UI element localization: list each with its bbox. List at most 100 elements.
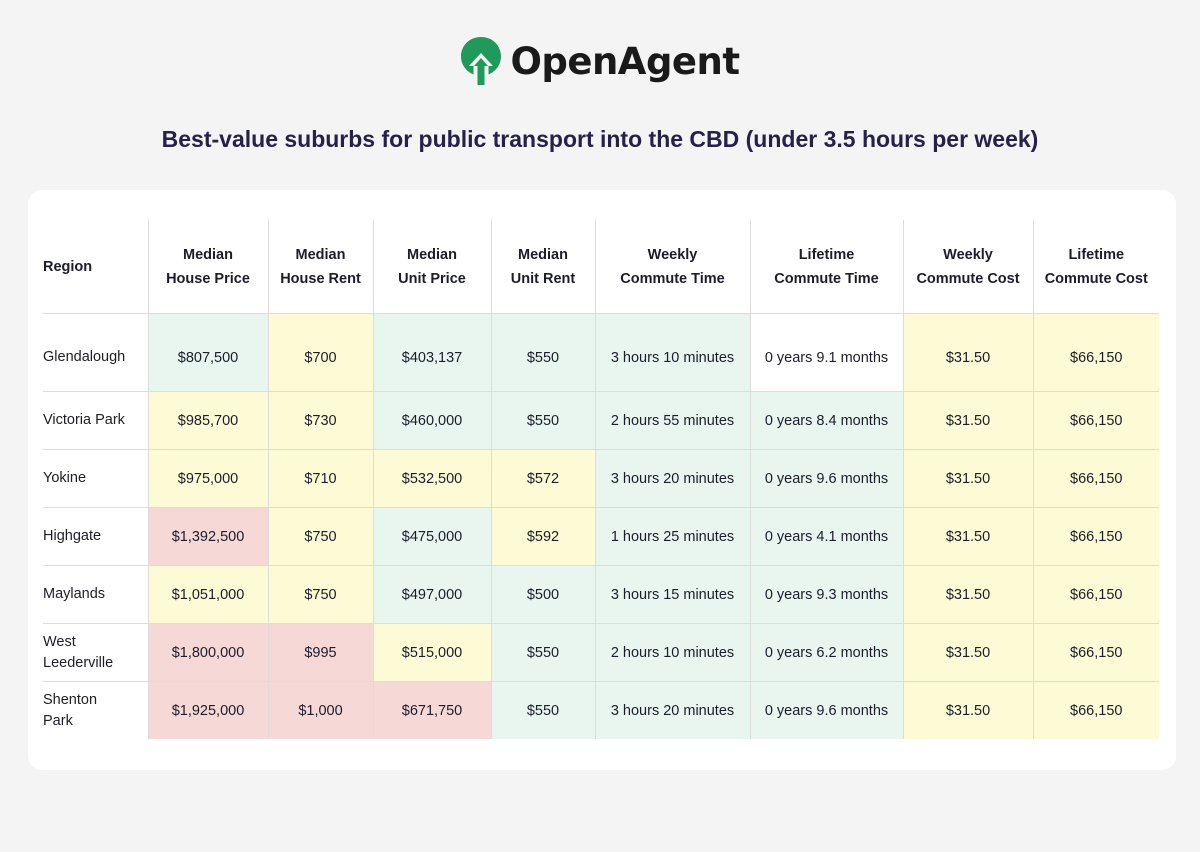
header-line: House Price <box>166 270 250 287</box>
lifetime-commute-cost-cell: $66,150 <box>1032 623 1159 682</box>
median-house-rent-cell: $1,000 <box>267 681 373 739</box>
header-line: Commute Cost <box>1044 270 1148 287</box>
header-line: Weekly <box>647 246 698 263</box>
weekly-commute-time-cell: 1 hours 25 minutes <box>594 507 750 566</box>
lifetime-commute-time-cell: 0 years 9.1 months <box>749 313 903 392</box>
weekly-commute-cost-cell: $31.50 <box>902 623 1033 682</box>
lifetime-commute-cost-cell: $66,150 <box>1032 565 1159 624</box>
region-name: Leederville <box>43 654 114 671</box>
header-median-house-rent: Median House Rent <box>267 220 373 314</box>
weekly-commute-cost-cell: $31.50 <box>902 391 1033 450</box>
weekly-commute-cost-cell: $31.50 <box>902 449 1033 508</box>
median-house-rent-cell: $710 <box>267 449 373 508</box>
region-cell: Highgate <box>43 507 148 566</box>
median-house-price-cell: $1,925,000 <box>147 681 268 739</box>
region-name: Highgate <box>43 528 102 544</box>
region-cell: Yokine <box>43 449 148 508</box>
lifetime-commute-cost-cell: $66,150 <box>1032 681 1159 739</box>
header-region: Region <box>43 220 148 314</box>
header-line: Lifetime <box>1068 246 1125 263</box>
page-title: Best-value suburbs for public transport … <box>161 126 1039 152</box>
header-line: Region <box>43 258 93 275</box>
median-unit-price-cell: $403,137 <box>372 313 491 392</box>
brand-name: OpenAgent <box>510 39 740 83</box>
median-unit-rent-cell: $550 <box>490 623 595 682</box>
header-row: Region Median House Price Median House Rent M… <box>43 220 1159 314</box>
weekly-commute-time-cell: 2 hours 10 minutes <box>594 623 750 682</box>
lifetime-commute-cost-cell: $66,150 <box>1032 507 1159 566</box>
median-house-price-cell: $1,051,000 <box>147 565 268 624</box>
table-row: Maylands $1,051,000 $750 $497,000 $500 3 hour… <box>43 565 1159 624</box>
header-lifetime-commute-cost: Lifetime Commute Cost <box>1032 220 1159 314</box>
region-name: West <box>43 633 76 650</box>
median-house-price-cell: $1,392,500 <box>147 507 268 566</box>
header-line: Median <box>295 246 346 263</box>
median-house-price-cell: $807,500 <box>147 313 268 392</box>
weekly-commute-cost-cell: $31.50 <box>902 565 1033 624</box>
header-line: Unit Price <box>398 270 466 287</box>
header-line: Median <box>407 246 457 263</box>
median-unit-rent-cell: $592 <box>490 507 595 566</box>
header-line: Commute Cost <box>916 270 1020 287</box>
header-line: Unit Rent <box>510 270 576 287</box>
lifetime-commute-time-cell: 0 years 9.6 months <box>749 449 903 508</box>
weekly-commute-cost-cell: $31.50 <box>902 507 1033 566</box>
region-name: Shenton <box>43 691 98 708</box>
weekly-commute-time-cell: 3 hours 10 minutes <box>594 313 750 392</box>
table-row: Highgate $1,392,500 $750 $475,000 $592 1 hour… <box>43 507 1159 566</box>
region-name: Maylands <box>43 586 106 602</box>
region-cell: Shenton Park <box>43 682 148 740</box>
lifetime-commute-time-cell: 0 years 9.6 months <box>749 681 903 739</box>
table-row: Victoria Park $985,700 $730 $460,000 $550 2 h… <box>43 391 1159 450</box>
header-median-house-price: Median House Price <box>147 220 268 314</box>
region-name: Victoria Park <box>43 412 125 428</box>
weekly-commute-time-cell: 2 hours 55 minutes <box>594 391 750 450</box>
suburbs-table: Region Median House Price Median House Rent M… <box>43 220 1159 739</box>
median-unit-price-cell: $532,500 <box>372 449 491 508</box>
lifetime-commute-time-cell: 0 years 4.1 months <box>749 507 903 566</box>
lifetime-commute-cost-cell: $66,150 <box>1032 313 1159 392</box>
median-unit-price-cell: $475,000 <box>372 507 491 566</box>
median-house-rent-cell: $730 <box>267 391 373 450</box>
weekly-commute-time-cell: 3 hours 20 minutes <box>594 681 750 739</box>
median-unit-rent-cell: $550 <box>490 391 595 450</box>
median-unit-price-cell: $460,000 <box>372 391 491 450</box>
region-cell: Maylands <box>43 565 148 624</box>
header-line: Commute Time <box>620 270 725 287</box>
weekly-commute-time-cell: 3 hours 20 minutes <box>594 449 750 508</box>
median-house-rent-cell: $750 <box>267 565 373 624</box>
lifetime-commute-cost-cell: $66,150 <box>1032 391 1159 450</box>
table-row: Yokine $975,000 $710 $532,500 $572 3 hours 20… <box>43 449 1159 508</box>
table-card: Region Median House Price Median House Rent M… <box>28 190 1176 770</box>
table-row: Shenton Park $1,925,000 $1,000 $671,750 $550 3… <box>43 681 1159 740</box>
weekly-commute-cost-cell: $31.50 <box>902 681 1033 739</box>
table-row: West Leederville $1,800,000 $995 $515,000 $55… <box>43 623 1159 682</box>
lifetime-commute-time-cell: 0 years 9.3 months <box>749 565 903 624</box>
region-name: Yokine <box>43 470 87 486</box>
median-unit-price-cell: $497,000 <box>372 565 491 624</box>
weekly-commute-cost-cell: $31.50 <box>902 313 1033 392</box>
median-unit-price-cell: $671,750 <box>372 681 491 739</box>
region-cell: Glendalough <box>43 313 148 392</box>
median-house-price-cell: $975,000 <box>147 449 268 508</box>
header-line: Commute Time <box>774 270 879 287</box>
median-unit-rent-cell: $550 <box>490 681 595 739</box>
median-house-rent-cell: $750 <box>267 507 373 566</box>
header-weekly-commute-cost: Weekly Commute Cost <box>902 220 1033 314</box>
header-lifetime-commute-time: Lifetime Commute Time <box>749 220 903 314</box>
median-house-rent-cell: $995 <box>267 623 373 682</box>
median-unit-rent-cell: $572 <box>490 449 595 508</box>
header-line: Weekly <box>943 246 993 263</box>
header-line: Median <box>183 246 233 263</box>
header-line: Lifetime <box>798 246 855 263</box>
median-house-rent-cell: $700 <box>267 313 373 392</box>
region-cell: Victoria Park <box>43 391 148 450</box>
house-pin-icon <box>461 37 502 85</box>
header-line: Median <box>518 246 568 263</box>
lifetime-commute-cost-cell: $66,150 <box>1032 449 1159 508</box>
table-body: Glendalough $807,500 $700 $403,137 $550 3 hou… <box>43 313 1159 740</box>
median-unit-rent-cell: $500 <box>490 565 595 624</box>
header-median-unit-rent: Median Unit Rent <box>490 220 595 314</box>
median-unit-price-cell: $515,000 <box>372 623 491 682</box>
header-weekly-commute-time: Weekly Commute Time <box>594 220 750 314</box>
